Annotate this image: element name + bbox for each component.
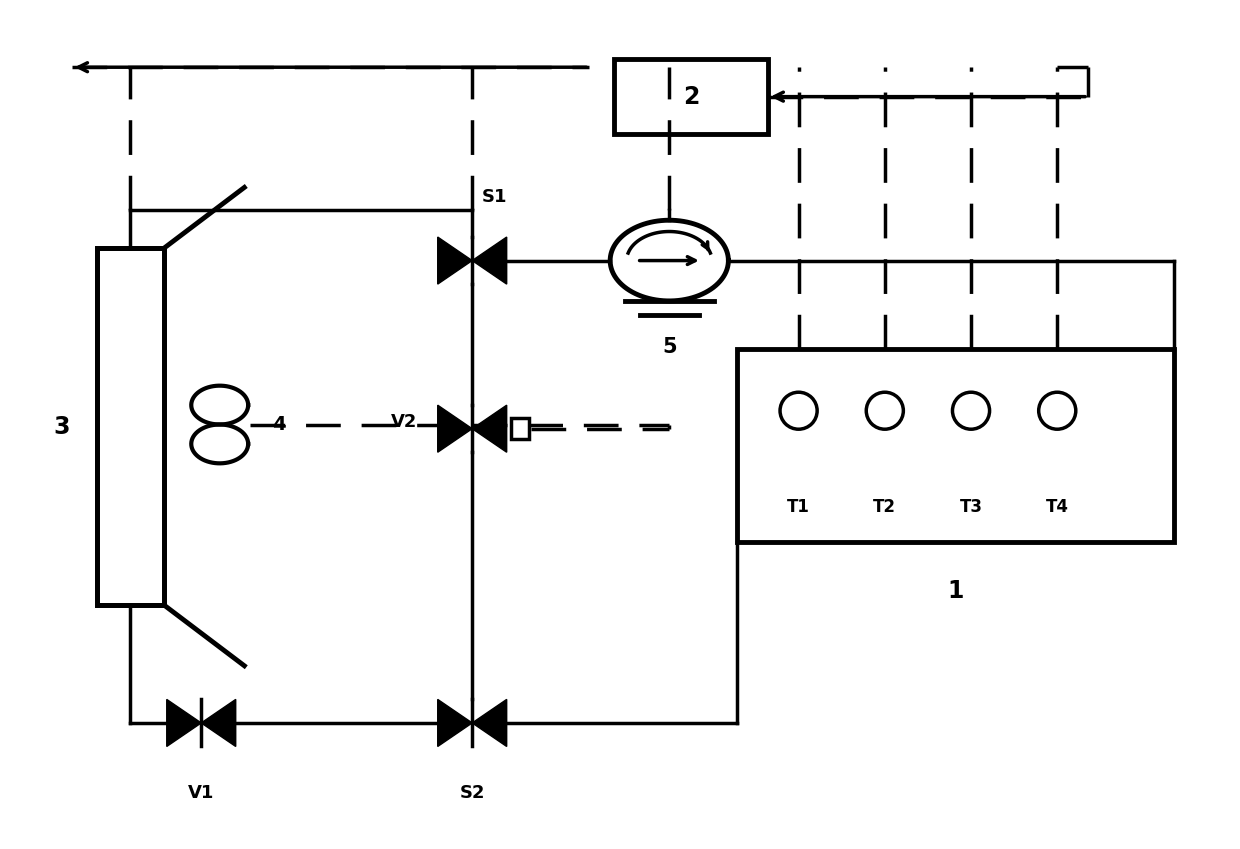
Polygon shape — [166, 700, 201, 746]
Polygon shape — [438, 405, 472, 453]
Text: T1: T1 — [787, 498, 810, 516]
Bar — [614, 59, 768, 134]
Polygon shape — [472, 237, 507, 284]
Text: 4: 4 — [272, 415, 285, 434]
Polygon shape — [472, 405, 507, 453]
Text: 5: 5 — [662, 337, 677, 357]
Text: T3: T3 — [960, 498, 982, 516]
Bar — [97, 248, 164, 605]
Bar — [103, 256, 159, 597]
Polygon shape — [438, 700, 472, 746]
Text: S2: S2 — [460, 784, 485, 801]
Text: S1: S1 — [481, 188, 507, 205]
Text: T4: T4 — [1045, 498, 1069, 516]
Bar — [737, 349, 1174, 543]
Polygon shape — [201, 700, 236, 746]
Text: 3: 3 — [53, 414, 71, 439]
Bar — [511, 419, 529, 439]
Text: T2: T2 — [873, 498, 897, 516]
Bar — [97, 248, 164, 605]
Text: V1: V1 — [188, 784, 215, 801]
Polygon shape — [472, 700, 507, 746]
Text: 1: 1 — [947, 579, 963, 603]
Polygon shape — [438, 237, 472, 284]
Text: 2: 2 — [683, 85, 699, 109]
Text: V2: V2 — [392, 413, 418, 431]
